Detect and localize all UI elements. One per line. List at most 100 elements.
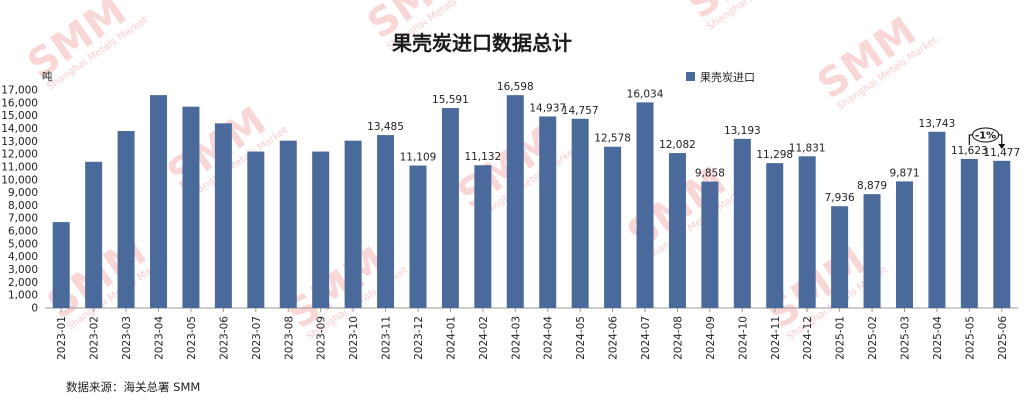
bar [344, 140, 362, 308]
bar [214, 123, 232, 308]
bar [960, 158, 978, 308]
x-tick-label: 2023-09 [316, 316, 328, 360]
data-label: 13,743 [919, 118, 956, 130]
y-tick-label: 3,000 [8, 264, 38, 276]
data-label: 9,871 [889, 167, 919, 179]
x-tick-label: 2024-03 [510, 316, 522, 360]
legend: 果壳炭进口 [686, 70, 755, 84]
y-tick-label: 4,000 [8, 251, 38, 263]
bar [409, 165, 427, 308]
bar [604, 146, 622, 308]
x-tick-label: 2023-06 [218, 316, 230, 360]
bar [506, 95, 524, 308]
y-tick-label: 10,000 [1, 174, 38, 186]
x-axis: 2023-01 2023-02 2023-03 2023-04 2023-05 2023-… [56, 308, 1009, 360]
bar [52, 222, 70, 308]
x-tick-label: 2025-05 [964, 316, 976, 360]
y-tick-label: 16,000 [1, 97, 38, 109]
bar [441, 108, 459, 308]
data-label: 11,132 [464, 151, 501, 163]
x-tick-label: 2023-07 [251, 316, 263, 360]
bar [831, 206, 849, 308]
data-source: 数据来源：海关总署 SMM [66, 380, 200, 394]
annotation-bubble [972, 127, 1000, 143]
bar [474, 165, 492, 308]
x-tick-label: 2024-09 [705, 316, 717, 360]
y-tick-label: 9,000 [8, 187, 38, 199]
x-tick-label: 2024-11 [770, 316, 782, 360]
x-tick-label: 2024-12 [802, 316, 814, 360]
bar [766, 163, 784, 308]
x-tick-label: 2025-01 [835, 316, 847, 360]
data-label: 12,578 [594, 133, 631, 145]
data-label: 11,623 [951, 145, 988, 157]
data-label: 16,034 [627, 88, 664, 100]
data-label: 16,598 [497, 81, 534, 93]
x-tick-label: 2025-03 [899, 316, 911, 360]
y-tick-label: 12,000 [1, 149, 38, 161]
bar-series: 13,485 11,109 15,591 11,132 16,598 14,93714,7… [52, 81, 1020, 308]
x-tick-label: 2024-04 [543, 316, 555, 360]
data-label: 11,477 [983, 147, 1020, 159]
change-annotation: -1% [968, 127, 1006, 149]
x-tick-label: 2023-08 [283, 316, 295, 360]
y-tick-label: 1,000 [8, 290, 38, 302]
chart-title: 果壳炭进口数据总计 [392, 31, 572, 55]
data-label: 9,858 [695, 168, 725, 180]
y-tick-label: 2,000 [8, 277, 38, 289]
data-label: 12,082 [659, 139, 696, 151]
y-tick-label: 6,000 [8, 226, 38, 238]
x-tick-label: 2024-07 [640, 316, 652, 360]
bar [279, 140, 297, 308]
annotation-text: -1% [975, 130, 996, 141]
data-label: 14,757 [562, 105, 599, 117]
data-label: 11,298 [756, 149, 793, 161]
x-tick-label: 2024-01 [445, 316, 457, 360]
bar [377, 135, 395, 308]
y-tick-label: 0 [31, 303, 38, 315]
y-tick-label: 17,000 [1, 85, 38, 97]
data-label: 8,879 [857, 180, 887, 192]
x-tick-label: 2023-05 [186, 316, 198, 360]
bar [312, 151, 330, 308]
x-tick-label: 2024-02 [478, 316, 490, 360]
x-tick-label: 2023-11 [381, 316, 393, 360]
bar [571, 118, 589, 308]
legend-label: 果壳炭进口 [700, 70, 755, 84]
bar [928, 131, 946, 308]
x-tick-label: 2023-01 [56, 316, 68, 360]
bar [150, 95, 168, 308]
bar [636, 102, 654, 308]
x-tick-label: 2023-02 [89, 316, 101, 360]
y-axis: 01,0002,0003,0004,0005,0006,0007,0008,00… [1, 85, 38, 315]
bar [85, 161, 103, 308]
bar [701, 181, 719, 308]
x-tick-label: 2023-03 [121, 316, 133, 360]
bar [798, 156, 816, 308]
bar [993, 160, 1011, 308]
y-axis-unit: 吨 [42, 70, 53, 83]
y-tick-label: 13,000 [1, 136, 38, 148]
data-label: 14,937 [529, 102, 566, 114]
y-tick-label: 8,000 [8, 200, 38, 212]
bar [539, 116, 557, 308]
y-tick-label: 7,000 [8, 213, 38, 225]
x-tick-label: 2024-10 [737, 316, 749, 360]
data-label: 7,936 [825, 192, 855, 204]
x-tick-label: 2025-06 [997, 316, 1009, 360]
x-tick-label: 2024-06 [608, 316, 620, 360]
y-tick-label: 14,000 [1, 123, 38, 135]
bar [863, 194, 881, 308]
bar [182, 106, 200, 308]
data-label: 11,831 [789, 142, 826, 154]
x-tick-label: 2024-08 [672, 316, 684, 360]
legend-swatch [686, 72, 695, 81]
x-tick-label: 2023-10 [348, 316, 360, 360]
data-label: 13,193 [724, 125, 761, 137]
bar [117, 131, 135, 308]
bar [668, 153, 686, 308]
